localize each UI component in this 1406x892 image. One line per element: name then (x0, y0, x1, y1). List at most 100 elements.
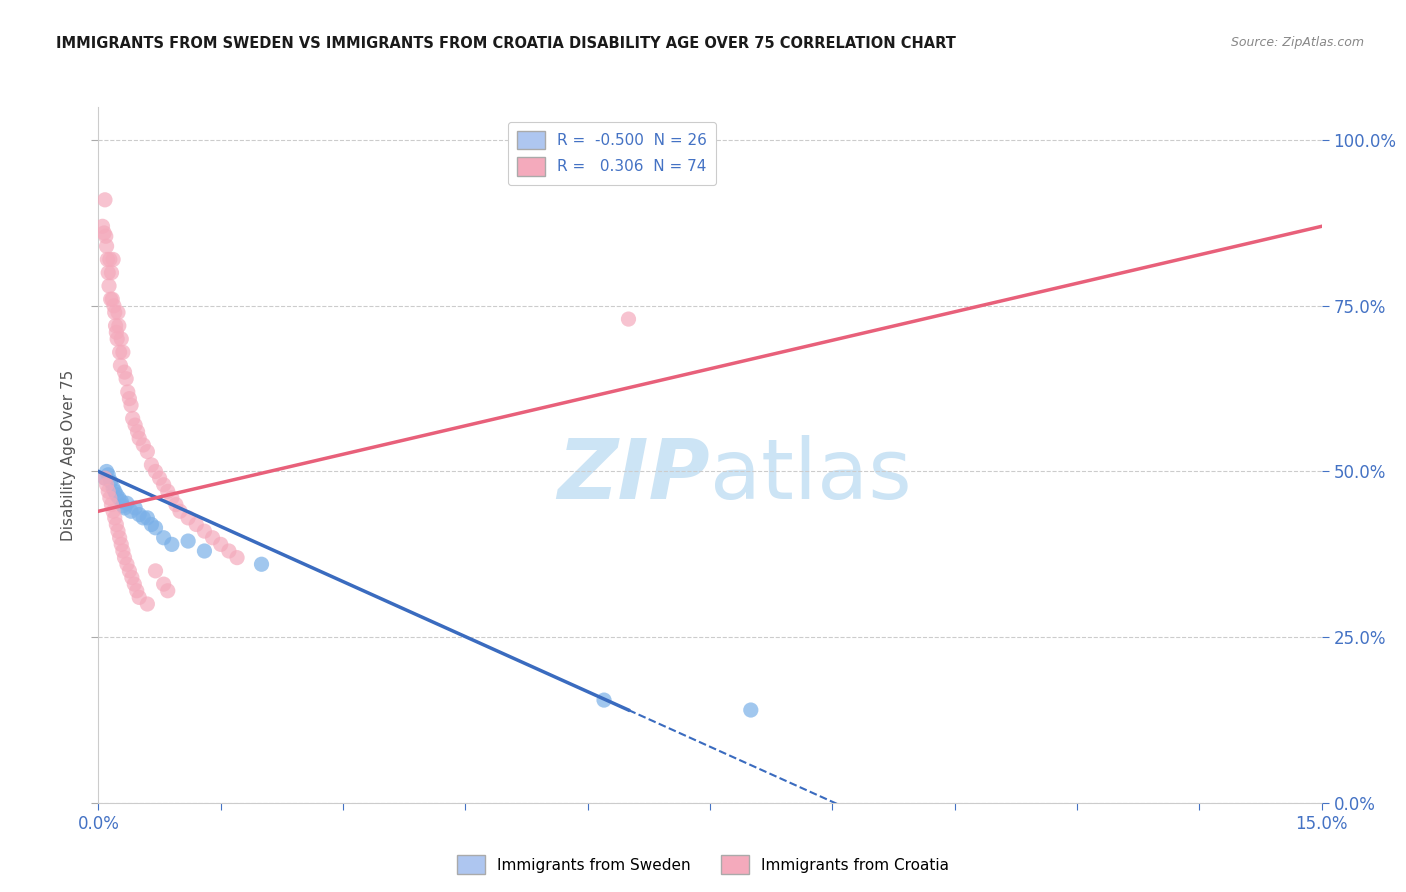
Point (96, 477, 118, 491)
Legend: R =  -0.500  N = 26, R =   0.306  N = 74: R = -0.500 N = 26, R = 0.306 N = 74 (508, 121, 716, 185)
Point (100, 475, 122, 489)
Point (114, 365, 136, 379)
Point (107, 524, 129, 538)
Point (165, 498, 187, 512)
Point (193, 524, 215, 538)
Point (117, 384, 139, 399)
Point (105, 517, 128, 532)
Point (94, 229, 117, 244)
Point (94, 193, 117, 207)
Point (105, 326, 128, 340)
Point (96, 239, 118, 253)
Point (141, 458, 163, 472)
Point (201, 531, 224, 545)
Point (93, 226, 115, 240)
Point (96, 252, 118, 267)
Point (104, 511, 127, 525)
Text: Source: ZipAtlas.com: Source: ZipAtlas.com (1230, 36, 1364, 49)
Point (98, 252, 121, 267)
Point (98, 491, 121, 505)
Point (118, 392, 141, 406)
Point (120, 398, 142, 412)
Point (124, 577, 146, 591)
Point (145, 564, 167, 578)
Point (94, 471, 117, 485)
Point (110, 494, 132, 508)
Point (104, 484, 127, 499)
Point (101, 292, 124, 306)
Point (141, 517, 163, 532)
Point (103, 299, 125, 313)
Point (108, 531, 131, 545)
Point (101, 504, 124, 518)
Point (98, 279, 121, 293)
Point (115, 372, 138, 386)
Point (94, 471, 117, 485)
Point (100, 498, 122, 512)
Point (124, 500, 146, 515)
Point (124, 418, 146, 433)
Point (193, 544, 215, 558)
Point (111, 499, 134, 513)
Y-axis label: Disability Age Over 75: Disability Age Over 75 (60, 369, 76, 541)
Point (114, 550, 136, 565)
Point (111, 544, 134, 558)
Point (108, 491, 131, 505)
Text: ZIP: ZIP (557, 435, 710, 516)
Point (127, 425, 149, 439)
Point (114, 500, 136, 515)
Point (593, 693, 616, 707)
Point (108, 345, 131, 359)
Point (209, 537, 232, 551)
Point (121, 570, 143, 584)
Point (96, 465, 118, 479)
Point (250, 558, 273, 572)
Point (115, 496, 138, 510)
Point (136, 444, 159, 458)
Point (100, 292, 122, 306)
Point (128, 431, 150, 445)
Point (110, 537, 132, 551)
Point (186, 517, 208, 532)
Point (160, 491, 183, 505)
Point (121, 411, 143, 425)
Point (152, 531, 174, 545)
Point (101, 481, 124, 495)
Point (160, 537, 183, 551)
Point (111, 345, 134, 359)
Point (128, 508, 150, 522)
Point (740, 703, 762, 717)
Point (136, 511, 159, 525)
Point (152, 577, 174, 591)
Point (156, 583, 179, 598)
Point (118, 564, 141, 578)
Point (105, 332, 128, 346)
Point (152, 477, 174, 491)
Point (145, 521, 167, 535)
Point (132, 511, 155, 525)
Point (115, 558, 138, 572)
Point (97, 266, 120, 280)
Point (128, 591, 150, 605)
Point (101, 252, 124, 267)
Point (169, 504, 191, 518)
Point (218, 544, 240, 558)
Point (100, 266, 122, 280)
Point (104, 318, 127, 333)
Point (97, 484, 120, 499)
Point (145, 465, 167, 479)
Point (110, 359, 132, 373)
Point (177, 534, 200, 549)
Point (104, 305, 127, 319)
Point (617, 312, 640, 326)
Text: IMMIGRANTS FROM SWEDEN VS IMMIGRANTS FROM CROATIA DISABILITY AGE OVER 75 CORRELA: IMMIGRANTS FROM SWEDEN VS IMMIGRANTS FRO… (56, 36, 956, 51)
Point (177, 511, 200, 525)
Point (107, 305, 129, 319)
Point (136, 597, 159, 611)
Point (97, 467, 120, 482)
Point (108, 318, 131, 333)
Point (110, 332, 132, 346)
Text: atlas: atlas (710, 435, 911, 516)
Point (91, 219, 114, 234)
Point (120, 504, 142, 518)
